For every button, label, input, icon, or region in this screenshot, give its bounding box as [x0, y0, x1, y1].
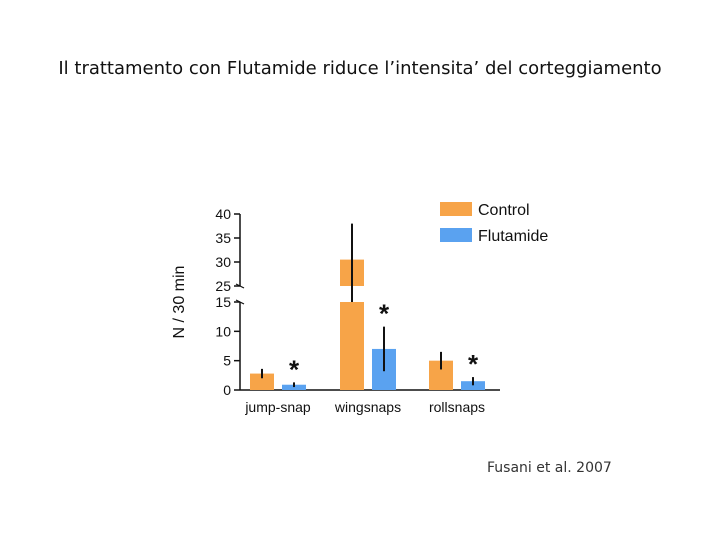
y-tick-label: 25: [215, 278, 231, 294]
bar-flutamide-rollsnaps: [461, 381, 485, 390]
legend: Control Flutamide: [440, 202, 548, 245]
y-tick-label: 15: [215, 294, 231, 310]
significance-star: *: [468, 349, 479, 379]
legend-label-flutamide: Flutamide: [478, 228, 548, 245]
bar-control-jump-snap: [250, 373, 274, 390]
bars: [250, 223, 485, 390]
bar-control-wingsnaps: [340, 302, 364, 390]
citation: Fusani et al. 2007: [487, 460, 612, 476]
y-axis-label: N / 30 min: [171, 266, 188, 339]
category-label: wingsnaps: [334, 399, 401, 415]
category-label: rollsnaps: [429, 399, 485, 415]
bar-flutamide-jump-snap: [282, 384, 306, 390]
category-label: jump-snap: [244, 399, 311, 415]
legend-swatch-flutamide: [440, 228, 472, 242]
y-tick-label: 40: [215, 206, 231, 222]
y-tick-label: 5: [223, 353, 231, 369]
significance-star: *: [379, 299, 390, 329]
y-tick-label: 0: [223, 382, 231, 398]
y-tick-label: 30: [215, 254, 231, 270]
y-tick-label: 10: [215, 323, 231, 339]
y-tick-label: 35: [215, 230, 231, 246]
legend-label-control: Control: [478, 202, 530, 219]
legend-swatch-control: [440, 202, 472, 216]
slide-title: Il trattamento con Flutamide riduce l’in…: [58, 58, 662, 79]
significance-star: *: [289, 354, 300, 384]
